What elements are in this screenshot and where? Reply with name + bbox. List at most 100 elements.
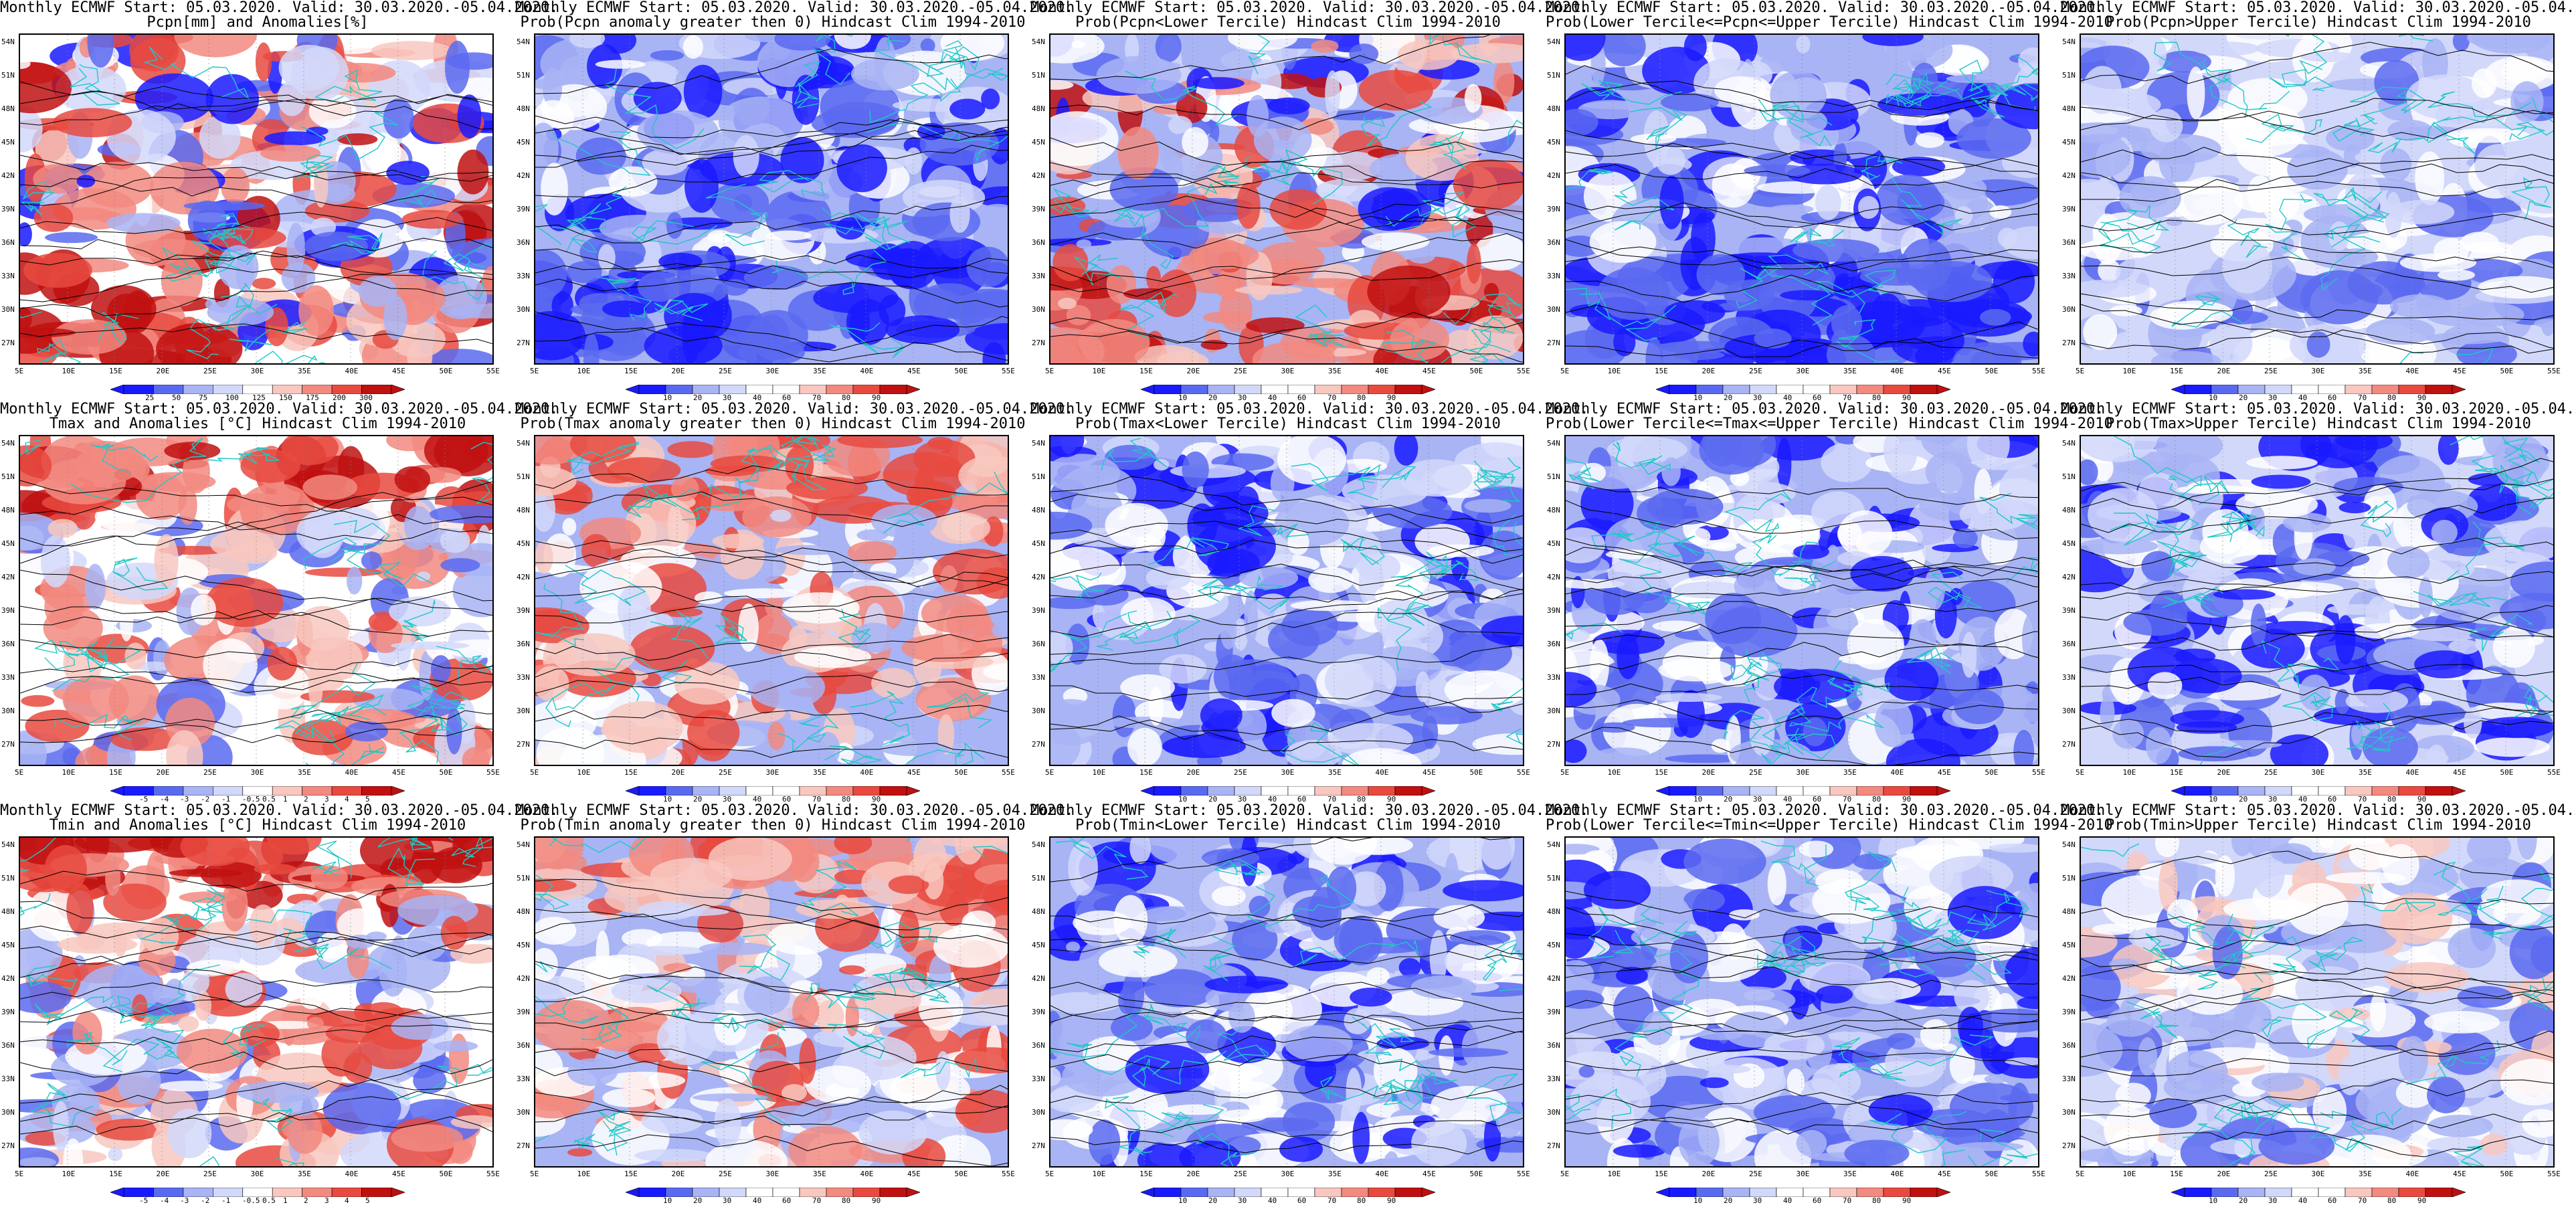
map-fill-blob	[671, 476, 699, 501]
map-fill-blob	[1118, 126, 1159, 179]
latitude-label: 30N	[2062, 305, 2076, 314]
colorbar-label: 5	[365, 1196, 370, 1205]
colorbar-segment	[2318, 786, 2345, 796]
latitude-label: 48N	[1032, 907, 1045, 916]
map-fill-blob	[2251, 604, 2266, 647]
colorbar-arrow-high	[1937, 786, 1950, 796]
longitude-label: 35E	[1843, 367, 1857, 375]
map-fill-blob	[949, 99, 985, 120]
longitude-label: 55E	[1002, 1170, 1015, 1178]
latitude-label: 51N	[517, 71, 530, 80]
colorbar-arrow-low	[1141, 385, 1154, 394]
longitude-label: 10E	[2123, 768, 2136, 777]
map-fill-blob	[1768, 862, 1786, 905]
longitude-label: 40E	[1891, 768, 1904, 777]
longitude-label: 25E	[203, 1170, 217, 1178]
map-fill-blob	[1780, 290, 1833, 300]
forecast-panel: Monthly ECMWF Start: 05.03.2020. Valid: …	[515, 401, 1030, 803]
map-fill-blob	[1349, 43, 1378, 64]
latitude-label: 45N	[2062, 941, 2076, 949]
colorbar-label: -5	[139, 1196, 148, 1205]
colorbar-arrow-high	[907, 786, 920, 796]
map-fill-blob	[1774, 565, 1815, 589]
colorbar-segment	[1368, 786, 1395, 796]
colorbar-segment	[800, 786, 826, 796]
map-fill-blob	[57, 935, 137, 953]
map-fill-blob	[738, 604, 759, 652]
colorbar-segment	[1395, 1188, 1422, 1197]
map-fill-blob	[2293, 558, 2335, 575]
map-fill-blob	[337, 133, 377, 145]
colorbar-segment	[1883, 1188, 1910, 1197]
map-fill-blob	[837, 145, 887, 193]
longitude-label: 10E	[1093, 768, 1106, 777]
colorbar-segment	[746, 1188, 773, 1197]
colorbar-segment	[332, 786, 361, 796]
longitude-label: 15E	[109, 367, 122, 375]
map-fill-blob	[1770, 205, 1814, 214]
colorbar-label: 70	[1843, 1196, 1851, 1205]
longitude-label: 20E	[157, 367, 170, 375]
longitude-label: 5E	[2076, 367, 2084, 375]
map-fill-blob	[383, 295, 407, 341]
colorbar-segment	[1181, 786, 1208, 796]
map-fill-blob	[296, 512, 343, 553]
colorbar-segment	[243, 1188, 272, 1197]
latitude-label: 45N	[2062, 138, 2076, 147]
longitude-label: 50E	[2500, 367, 2514, 375]
longitude-label: 30E	[251, 367, 264, 375]
longitude-label: 20E	[672, 1170, 685, 1178]
latitude-label: 54N	[2062, 840, 2076, 849]
longitude-label: 10E	[1608, 768, 1621, 777]
map-fill-blob	[1875, 699, 1914, 747]
colorbar-label: 90	[1902, 1196, 1911, 1205]
map-fill-blob	[699, 942, 772, 955]
map-fill-blob	[2328, 221, 2350, 251]
map-fill-blob	[45, 845, 87, 893]
map-fill-blob	[1162, 735, 1246, 758]
longitude-label: 40E	[860, 367, 874, 375]
colorbar-label: -3	[180, 1196, 189, 1205]
colorbar-segment	[880, 385, 907, 394]
colorbar-label: -0.5	[242, 1196, 260, 1205]
colorbar-segment	[1910, 385, 1937, 394]
panel-subtitle: Tmin and Anomalies [°C] Hindcast Clim 19…	[0, 818, 515, 834]
longitude-label: 50E	[440, 768, 453, 777]
latitude-label: 30N	[1547, 305, 1560, 314]
map-fill-blob	[178, 1016, 199, 1032]
map-fill-blob	[34, 203, 74, 231]
map-fill-blob	[1799, 840, 1833, 857]
map-fill-blob	[1659, 658, 1734, 681]
map-fill-blob	[2141, 551, 2175, 581]
map-fill-blob	[1077, 240, 1092, 249]
latitude-label: 39N	[517, 1008, 530, 1016]
map-fill-blob	[2366, 318, 2435, 345]
forecast-panel: Monthly ECMWF Start: 05.03.2020. Valid: …	[1546, 803, 2061, 1204]
map-fill-blob	[765, 231, 812, 241]
map-fill-blob	[1853, 854, 1891, 870]
latitude-label: 51N	[1547, 472, 1560, 481]
map-fill-blob	[1058, 298, 1077, 309]
latitude-label: 27N	[1032, 339, 1045, 347]
map-fill-blob	[2150, 304, 2215, 330]
longitude-label: 45E	[1938, 768, 1951, 777]
map-fill-blob	[1118, 988, 1135, 1014]
map-fill-blob	[650, 50, 684, 61]
colorbar-segment	[272, 385, 302, 394]
longitude-label: 45E	[1422, 1170, 1436, 1178]
longitude-label: 20E	[157, 1170, 170, 1178]
map-fill-blob	[41, 535, 70, 587]
longitude-label: 20E	[672, 367, 685, 375]
map-fill-blob	[1661, 457, 1681, 486]
longitude-label: 35E	[298, 367, 311, 375]
latitude-label: 33N	[2062, 673, 2076, 682]
longitude-label: 35E	[298, 1170, 311, 1178]
map-fill-blob	[1910, 619, 1936, 656]
colorbar-segment	[666, 1188, 693, 1197]
map-fill-blob	[1683, 838, 1766, 885]
latitude-label: 33N	[1032, 673, 1045, 682]
map-area	[19, 33, 494, 365]
map-fill-blob	[1803, 717, 1828, 746]
colorbar-segment	[826, 385, 853, 394]
colorbar-segment	[719, 385, 746, 394]
